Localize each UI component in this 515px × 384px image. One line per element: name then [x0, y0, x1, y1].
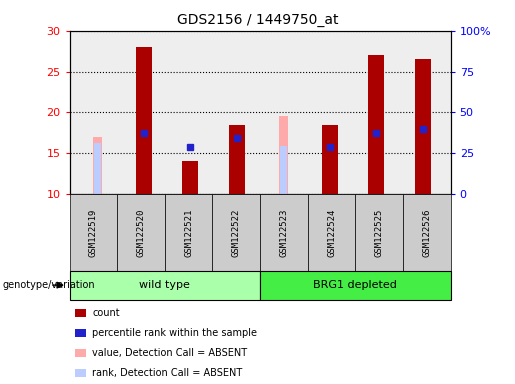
- Text: GSM122520: GSM122520: [136, 208, 145, 257]
- Bar: [279, 116, 288, 194]
- Bar: [368, 55, 384, 194]
- Bar: [93, 137, 102, 194]
- Text: GSM122522: GSM122522: [232, 208, 241, 257]
- Text: rank, Detection Call = ABSENT: rank, Detection Call = ABSENT: [92, 368, 243, 378]
- Bar: [322, 124, 338, 194]
- Text: GSM122519: GSM122519: [89, 208, 98, 257]
- Text: GSM122526: GSM122526: [422, 208, 431, 257]
- Text: BRG1 depleted: BRG1 depleted: [314, 280, 397, 290]
- Text: GSM122524: GSM122524: [327, 208, 336, 257]
- Text: GSM122523: GSM122523: [280, 208, 288, 257]
- Text: count: count: [92, 308, 120, 318]
- Text: GSM122525: GSM122525: [375, 208, 384, 257]
- Bar: [182, 161, 198, 194]
- Bar: [136, 47, 152, 194]
- Bar: [229, 124, 245, 194]
- Text: genotype/variation: genotype/variation: [3, 280, 95, 290]
- Bar: [94, 143, 101, 194]
- Bar: [415, 59, 431, 194]
- Text: value, Detection Call = ABSENT: value, Detection Call = ABSENT: [92, 348, 247, 358]
- Text: GDS2156 / 1449750_at: GDS2156 / 1449750_at: [177, 13, 338, 27]
- Text: percentile rank within the sample: percentile rank within the sample: [92, 328, 257, 338]
- Bar: [280, 146, 287, 194]
- Text: wild type: wild type: [140, 280, 190, 290]
- Text: GSM122521: GSM122521: [184, 208, 193, 257]
